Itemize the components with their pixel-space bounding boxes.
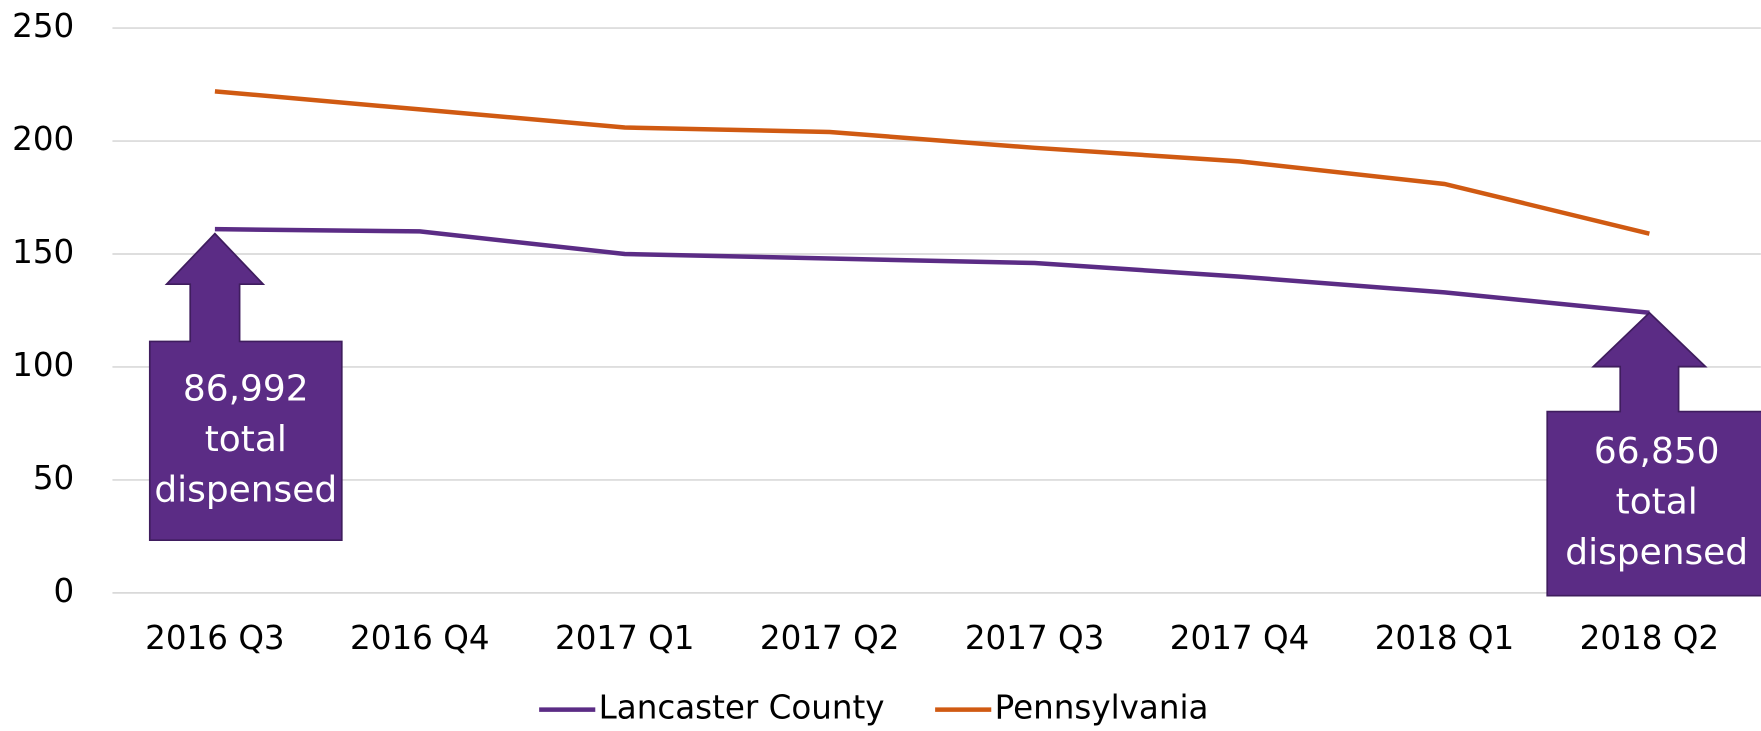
y-tick-label: 100 bbox=[12, 346, 74, 384]
legend-label: Lancaster County bbox=[599, 689, 885, 727]
x-tick-label: 2016 Q4 bbox=[350, 619, 490, 657]
legend-label: Pennsylvania bbox=[995, 689, 1209, 727]
x-tick-label: 2018 Q1 bbox=[1375, 619, 1515, 657]
x-tick-label: 2017 Q1 bbox=[555, 619, 695, 657]
y-tick-label: 0 bbox=[54, 572, 75, 610]
y-tick-label: 200 bbox=[12, 120, 74, 158]
x-tick-label: 2016 Q3 bbox=[145, 619, 285, 657]
x-tick-label: 2017 Q4 bbox=[1170, 619, 1310, 657]
x-tick-label: 2017 Q3 bbox=[965, 619, 1105, 657]
annotation-text: 66,850 bbox=[1594, 431, 1720, 472]
callout-arrow bbox=[148, 232, 343, 542]
annotation-text: 86,992 bbox=[183, 368, 309, 409]
callout-arrow bbox=[1546, 311, 1761, 597]
x-tick-label: 2018 Q2 bbox=[1580, 619, 1720, 657]
annotation-text: total bbox=[205, 419, 287, 460]
y-tick-label: 50 bbox=[33, 459, 74, 497]
y-tick-label: 250 bbox=[12, 7, 74, 45]
x-tick-label: 2017 Q2 bbox=[760, 619, 900, 657]
y-tick-label: 150 bbox=[12, 233, 74, 271]
line-series bbox=[214, 226, 1650, 315]
annotation-text: dispensed bbox=[1565, 532, 1748, 573]
annotation-text: dispensed bbox=[154, 469, 337, 510]
annotation-text: total bbox=[1616, 482, 1698, 523]
line-series bbox=[214, 89, 1650, 236]
